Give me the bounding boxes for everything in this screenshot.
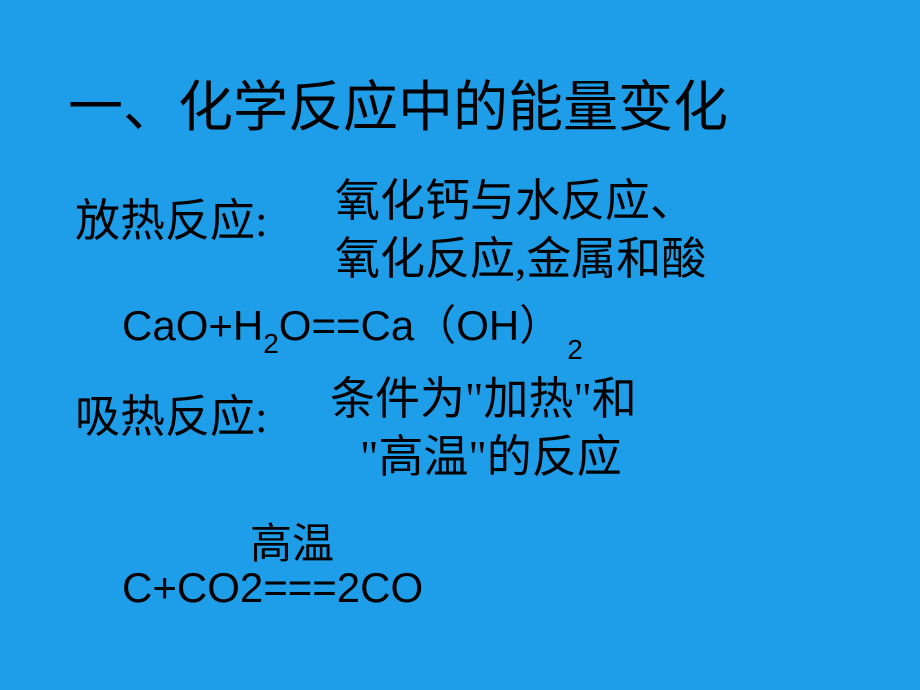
exothermic-description-1: 氧化钙与水反应、 [335,164,695,229]
endothermic-description-2: "高温"的反应 [360,420,622,485]
eq1-sub2: 2 [567,334,583,365]
eq1-part3: OH [456,302,519,349]
exothermic-label: 放热反应: [75,184,268,249]
endothermic-equation: C+CO2===2CO [122,564,423,612]
eq1-part2: O==Ca [279,302,414,349]
eq1-part1: CaO+H [122,302,263,349]
endothermic-label: 吸热反应: [75,380,268,445]
eq1-paren-open: （ [414,304,456,350]
eq1-paren-close: ） [519,304,561,350]
exothermic-equation: CaO+H2O==Ca（OH）2 [122,292,583,356]
endothermic-description-1: 条件为"加热"和 [330,362,637,427]
slide-container: 一、化学反应中的能量变化 放热反应: 氧化钙与水反应、 氧化反应,金属和酸 Ca… [0,0,920,690]
exothermic-description-2: 氧化反应,金属和酸 [335,222,706,287]
eq1-sub1: 2 [263,328,279,359]
reaction-condition: 高温 [250,510,334,571]
slide-title: 一、化学反应中的能量变化 [68,62,728,142]
